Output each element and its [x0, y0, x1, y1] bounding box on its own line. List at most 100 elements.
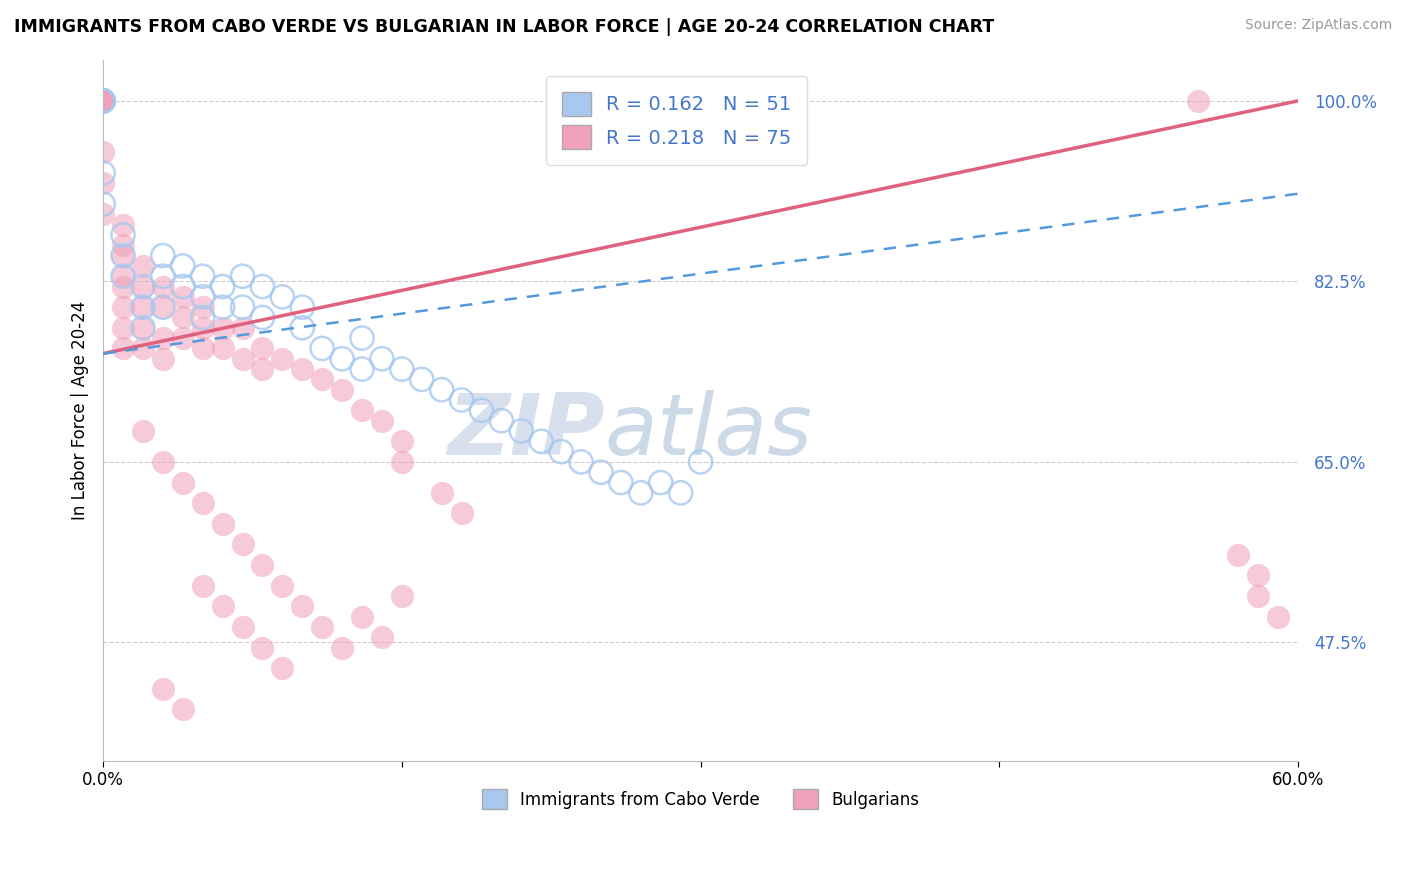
Point [132, 279, 155, 293]
Point [112, 227, 135, 242]
Point [191, 321, 214, 335]
Point [291, 321, 314, 335]
Text: IMMIGRANTS FROM CABO VERDE VS BULGARIAN IN LABOR FORCE | AGE 20-24 CORRELATION C: IMMIGRANTS FROM CABO VERDE VS BULGARIAN … [14, 18, 994, 36]
Point [172, 702, 194, 716]
Point [350, 362, 373, 376]
Point [311, 372, 333, 386]
Point [291, 599, 314, 614]
Text: Source: ZipAtlas.com: Source: ZipAtlas.com [1244, 18, 1392, 32]
Point [271, 661, 294, 675]
Point [191, 579, 214, 593]
Point [152, 269, 174, 284]
Point [450, 392, 472, 407]
Point [112, 300, 135, 314]
Point [191, 496, 214, 510]
Point [152, 351, 174, 366]
Point [252, 310, 274, 325]
Point [132, 300, 155, 314]
Point [91, 197, 114, 211]
Point [231, 300, 253, 314]
Point [172, 259, 194, 273]
Point [252, 342, 274, 356]
Point [569, 455, 592, 469]
Point [91, 94, 114, 108]
Point [112, 269, 135, 284]
Point [231, 620, 253, 634]
Point [112, 269, 135, 284]
Point [132, 321, 155, 335]
Point [391, 589, 413, 603]
Point [191, 310, 214, 325]
Point [291, 362, 314, 376]
Point [132, 424, 155, 438]
Point [191, 342, 214, 356]
Point [91, 207, 114, 221]
Point [152, 300, 174, 314]
Point [311, 620, 333, 634]
Point [430, 383, 453, 397]
Point [91, 94, 114, 108]
Point [172, 331, 194, 345]
Point [271, 290, 294, 304]
Point [491, 414, 513, 428]
Point [91, 94, 114, 108]
Point [211, 321, 233, 335]
Point [330, 351, 353, 366]
Point [630, 486, 652, 500]
Point [311, 342, 333, 356]
Point [1267, 609, 1289, 624]
Point [252, 558, 274, 572]
Text: atlas: atlas [605, 390, 813, 473]
Point [271, 351, 294, 366]
Point [669, 486, 692, 500]
Point [1247, 568, 1270, 582]
Point [112, 218, 135, 232]
Point [152, 455, 174, 469]
Point [91, 145, 114, 160]
Point [132, 300, 155, 314]
Point [371, 351, 394, 366]
Point [172, 290, 194, 304]
Point [91, 94, 114, 108]
Point [211, 342, 233, 356]
Point [689, 455, 711, 469]
Point [291, 300, 314, 314]
Point [650, 475, 672, 490]
Point [91, 94, 114, 108]
Point [350, 609, 373, 624]
Point [252, 279, 274, 293]
Point [191, 300, 214, 314]
Point [470, 403, 492, 417]
Point [231, 537, 253, 551]
Point [430, 486, 453, 500]
Point [91, 177, 114, 191]
Point [112, 321, 135, 335]
Point [411, 372, 433, 386]
Point [112, 238, 135, 252]
Point [112, 279, 135, 293]
Point [191, 269, 214, 284]
Point [91, 94, 114, 108]
Point [550, 444, 572, 458]
Point [211, 300, 233, 314]
Point [112, 249, 135, 263]
Point [330, 383, 353, 397]
Point [91, 94, 114, 108]
Point [530, 434, 553, 449]
Point [132, 259, 155, 273]
Point [91, 94, 114, 108]
Point [450, 507, 472, 521]
Point [330, 640, 353, 655]
Legend: Immigrants from Cabo Verde, Bulgarians: Immigrants from Cabo Verde, Bulgarians [475, 782, 927, 816]
Point [271, 579, 294, 593]
Point [191, 290, 214, 304]
Point [252, 362, 274, 376]
Point [112, 249, 135, 263]
Point [172, 475, 194, 490]
Point [132, 279, 155, 293]
Point [589, 465, 612, 479]
Point [350, 403, 373, 417]
Point [152, 331, 174, 345]
Point [91, 94, 114, 108]
Point [391, 362, 413, 376]
